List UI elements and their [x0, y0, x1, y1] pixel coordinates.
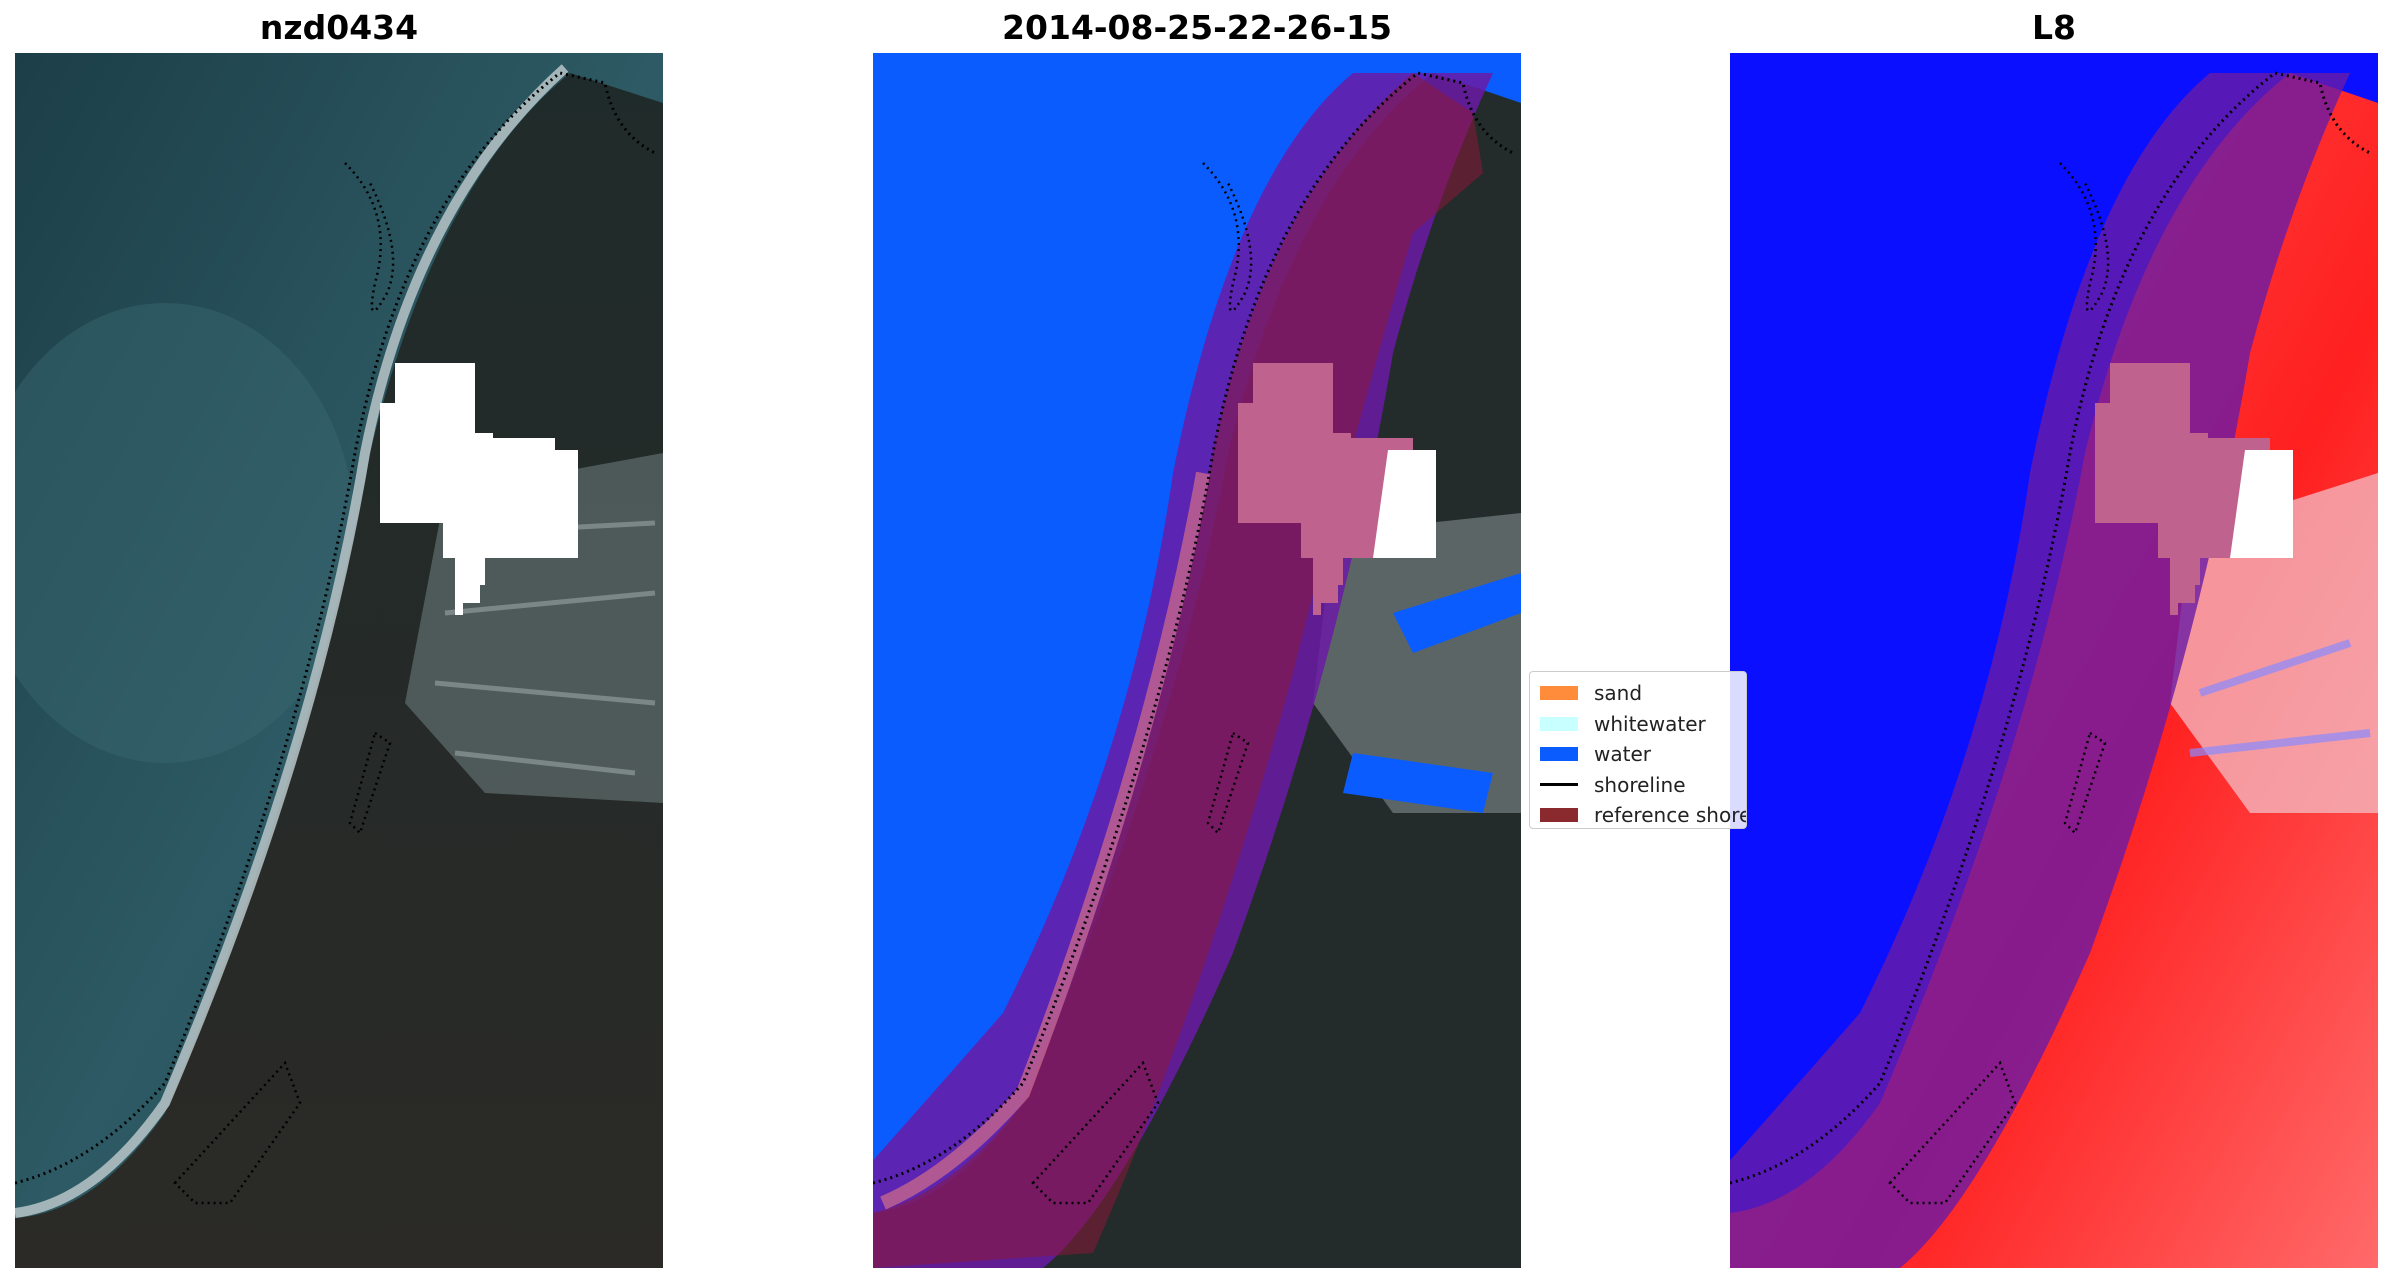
legend-item-shoreline: shoreline: [1540, 770, 1746, 801]
legend-swatch-sand: [1540, 686, 1578, 701]
panel-title-classification: 2014-08-25-22-26-15: [1002, 8, 1392, 47]
panel-title-rgb: nzd0434: [259, 8, 419, 47]
legend: sand whitewater water shoreline referenc…: [1529, 671, 1747, 829]
classification-image: [873, 53, 1521, 1268]
legend-item-whitewater: whitewater: [1540, 709, 1746, 740]
legend-label: water: [1594, 742, 1651, 767]
legend-label: reference shoreline: [1594, 803, 1746, 828]
legend-swatch-reference-shoreline: [1540, 808, 1578, 823]
legend-label: sand: [1594, 681, 1643, 706]
legend-label: whitewater: [1594, 711, 1706, 736]
panel-title-index: L8: [2032, 8, 2076, 47]
rgb-satellite-image: [15, 53, 663, 1268]
legend-swatch-water: [1540, 747, 1578, 762]
index-image: [1730, 53, 2378, 1268]
legend-item-water: water: [1540, 739, 1746, 770]
legend-item-sand: sand: [1540, 678, 1746, 709]
legend-item-reference-shoreline: reference shoreline: [1540, 800, 1746, 828]
legend-swatch-whitewater: [1540, 716, 1578, 731]
legend-label: shoreline: [1594, 772, 1686, 797]
legend-line-shoreline: [1540, 783, 1578, 787]
